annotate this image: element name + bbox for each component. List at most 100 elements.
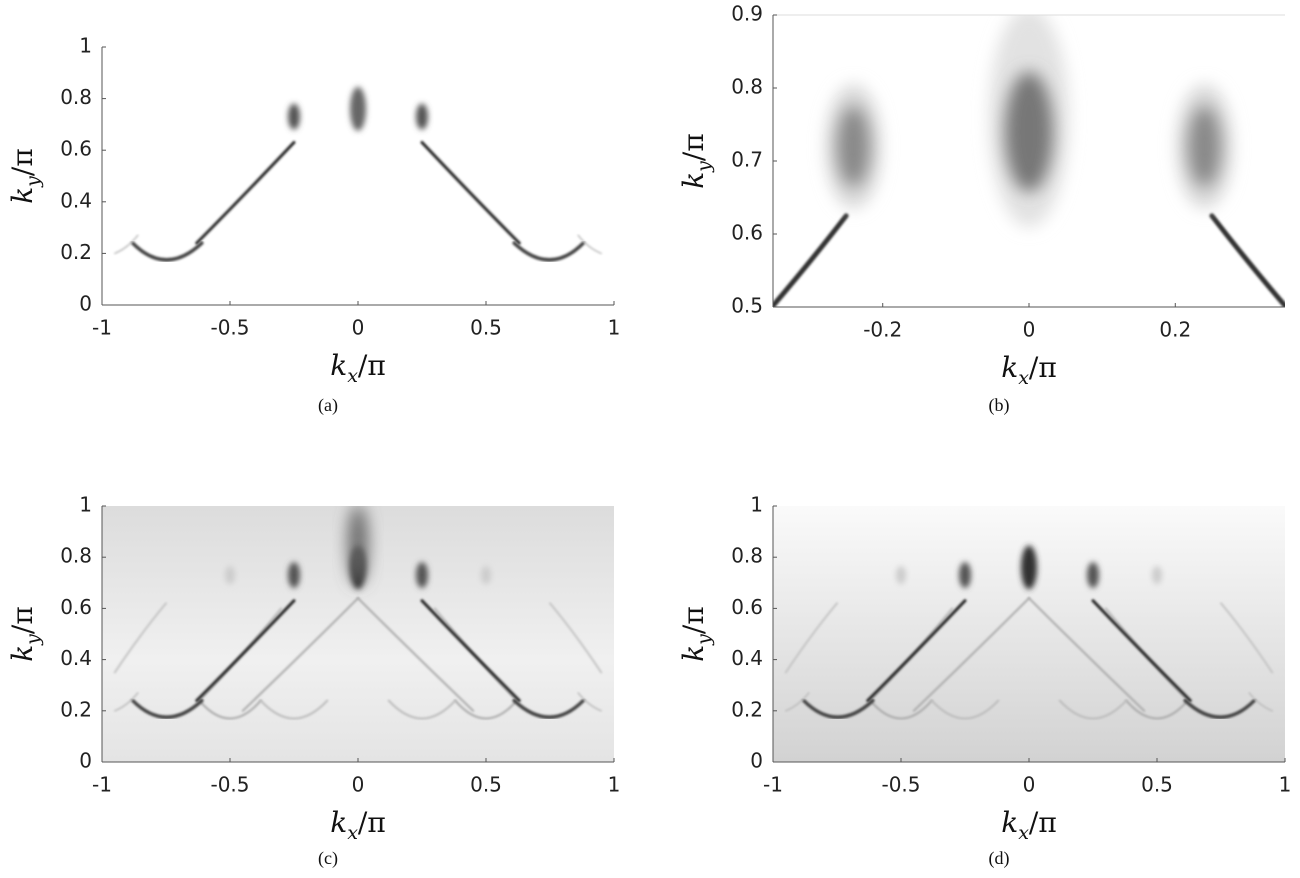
x-tick-label: 1 — [608, 316, 621, 340]
caption: (c) — [318, 848, 338, 869]
y-tick-label: 0.4 — [60, 646, 92, 670]
density-blob — [288, 103, 300, 130]
x-tick-label: 0.5 — [470, 773, 502, 797]
caption: (a) — [318, 395, 338, 416]
density-feature — [1028, 597, 1146, 712]
density-feature — [130, 241, 204, 262]
label-sub: x — [347, 822, 358, 844]
y-tick-label: 0.8 — [60, 85, 92, 109]
heatmap — [102, 47, 614, 305]
y-tick-label: 0.8 — [731, 75, 763, 99]
density-feature — [577, 692, 602, 712]
y-tick-label: 0.9 — [731, 2, 763, 26]
density-feature — [241, 597, 359, 712]
density-feature — [357, 597, 475, 712]
density-blob — [1005, 71, 1053, 192]
plot-background — [773, 506, 1285, 762]
x-tick-label: -0.5 — [210, 316, 249, 340]
density-blob — [416, 562, 428, 589]
density-blob — [1152, 566, 1162, 585]
x-tick-label: 0 — [352, 773, 365, 797]
panel: -0.2 0 0.20.50.60.70.80.9kx/πky/π(b) — [677, 2, 1285, 416]
y-tick-label: 0.2 — [60, 697, 92, 721]
caption: (d) — [989, 848, 1010, 869]
density-feature — [784, 602, 838, 674]
y-axis-label: ky/π — [6, 606, 44, 662]
y-axis-label: ky/π — [677, 606, 715, 662]
density-feature — [930, 699, 1000, 720]
label-part: k — [677, 645, 710, 662]
heatmap — [102, 506, 614, 762]
label-part: /π — [1029, 806, 1057, 839]
y-axis-label: ky/π — [6, 148, 44, 204]
density-feature — [420, 140, 521, 245]
density-feature — [195, 599, 296, 703]
density-blob — [348, 506, 368, 585]
x-tick-label: -0.5 — [210, 773, 249, 797]
y-tick-label: 0.6 — [731, 221, 763, 245]
density-blob — [288, 562, 300, 589]
heatmap — [773, 506, 1285, 762]
density-blob — [837, 106, 870, 187]
density-feature — [420, 599, 521, 703]
y-tick-label: 0 — [79, 292, 92, 316]
density-feature — [195, 140, 296, 245]
density-feature — [1125, 699, 1189, 720]
density-feature — [785, 692, 810, 712]
y-tick-label: 0.2 — [60, 240, 92, 264]
y-tick-label: 0.4 — [731, 646, 763, 670]
label-part: k — [677, 172, 710, 189]
density-blob — [350, 86, 366, 131]
label-part: k — [6, 645, 39, 662]
y-tick-label: 0.4 — [60, 188, 92, 212]
density-feature — [869, 699, 933, 720]
y-tick-label: 1 — [750, 493, 763, 517]
y-tick-label: 0.8 — [731, 544, 763, 568]
density-feature — [912, 597, 1030, 712]
y-tick-label: 0.6 — [60, 595, 92, 619]
density-blob — [225, 566, 235, 585]
caption: (b) — [989, 395, 1010, 416]
x-axis-label: kx/π — [330, 349, 386, 387]
density-feature — [1183, 698, 1257, 719]
density-feature — [454, 699, 518, 720]
density-feature — [1091, 599, 1192, 703]
density-blob — [416, 103, 428, 130]
density-blob — [1188, 106, 1221, 187]
x-tick-label: 0 — [1023, 773, 1036, 797]
x-tick-label: -1 — [92, 773, 112, 797]
density-feature — [114, 692, 139, 712]
y-tick-label: 0 — [79, 749, 92, 773]
y-tick-label: 1 — [79, 34, 92, 58]
y-tick-label: 0.7 — [731, 148, 763, 172]
y-axis-label: ky/π — [677, 133, 715, 189]
x-tick-label: 1 — [608, 773, 621, 797]
density-feature — [1248, 692, 1273, 712]
density-feature — [773, 213, 849, 307]
label-part: /π — [358, 806, 386, 839]
label-sub: y — [22, 634, 44, 646]
label-sub: y — [693, 634, 715, 646]
label-sub: x — [347, 365, 358, 387]
density-feature — [113, 602, 167, 674]
density-blob — [1021, 545, 1037, 590]
density-feature — [1220, 602, 1274, 674]
label-sub: y — [22, 176, 44, 188]
x-tick-label: -0.5 — [881, 773, 920, 797]
label-sub: x — [1018, 367, 1029, 389]
label-part: k — [1001, 806, 1018, 839]
y-tick-label: 0.6 — [60, 137, 92, 161]
density-feature — [866, 599, 967, 703]
label-part: /π — [6, 148, 39, 176]
density-feature — [549, 602, 603, 674]
y-tick-label: 0.5 — [731, 294, 763, 318]
density-feature — [114, 234, 139, 255]
density-feature — [512, 698, 586, 719]
plot-background — [102, 47, 614, 305]
label-sub: x — [1018, 822, 1029, 844]
density-blob — [481, 566, 491, 585]
label-part: /π — [1029, 351, 1057, 384]
